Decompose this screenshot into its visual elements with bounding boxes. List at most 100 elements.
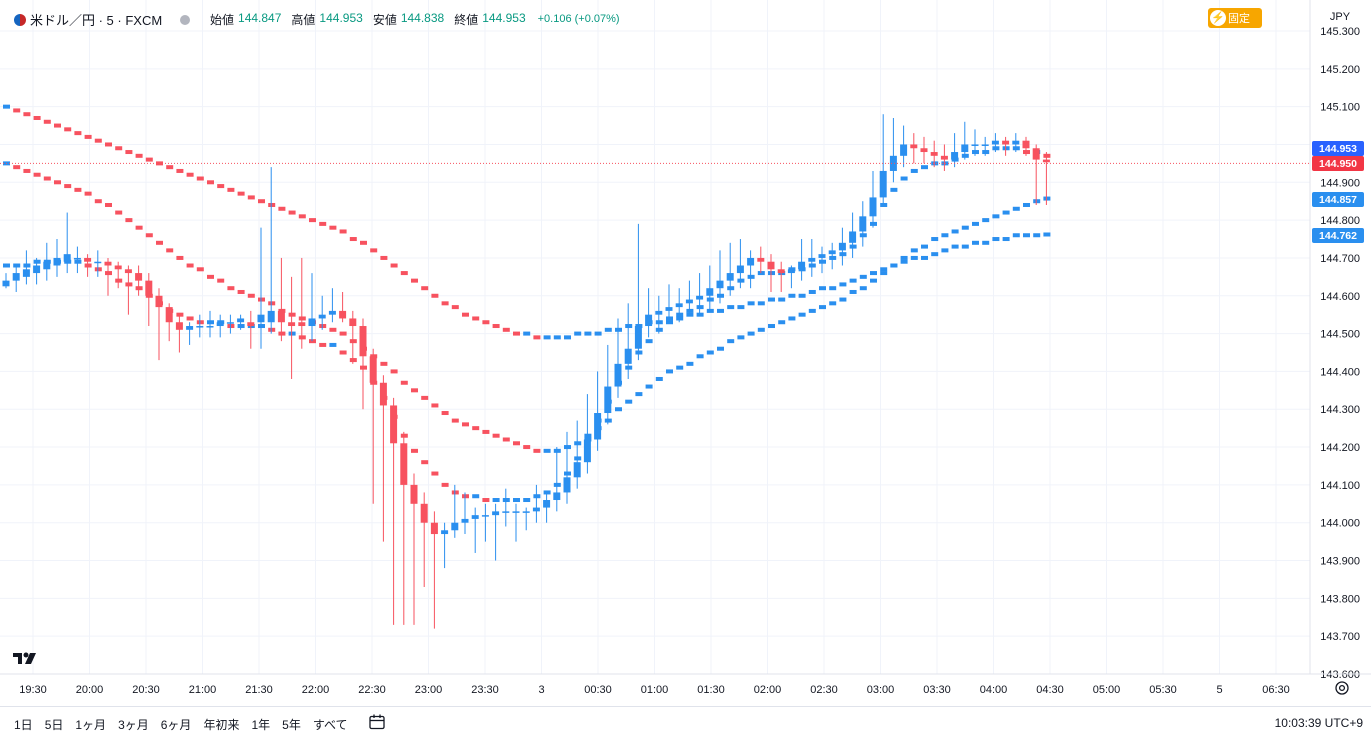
ema-medium-segment (502, 437, 510, 442)
candle-body (747, 257, 755, 266)
ema-slow-segment (931, 252, 939, 257)
ema-medium-segment (1002, 210, 1010, 215)
clock-timezone[interactable]: 10:03:39 UTC+9 (1274, 716, 1363, 730)
ema-fast-segment (910, 168, 918, 173)
ema-slow-segment (207, 180, 214, 185)
candle-body (461, 518, 469, 523)
ema-medium-segment (778, 320, 786, 325)
ema-slow-segment (227, 187, 235, 192)
ema-slow-segment (778, 297, 786, 302)
x-tick-label: 22:00 (302, 684, 330, 696)
ema-slow-segment (482, 320, 490, 325)
price-axis-tag-label: 144.953 (1319, 143, 1357, 155)
candle-body (22, 269, 30, 277)
ema-medium-segment (54, 180, 61, 185)
ema-medium-segment (788, 316, 796, 321)
currency-button[interactable]: JPY (1329, 11, 1351, 23)
calendar-icon[interactable] (368, 713, 386, 731)
ema-medium-segment (247, 293, 255, 298)
y-tick-label: 143.700 (1320, 631, 1360, 643)
y-tick-label: 144.200 (1320, 442, 1360, 454)
candle-body (502, 511, 510, 513)
ema-slow-segment (564, 335, 571, 340)
symbol-info[interactable]: 米ドル／円 · 5 · FXCM (14, 10, 191, 29)
ema-medium-segment (676, 365, 684, 370)
candle-body (63, 254, 71, 262)
ema-slow-segment (584, 331, 592, 336)
ema-medium-segment (839, 297, 847, 302)
ema-slow-segment (411, 278, 418, 283)
candle-body (441, 530, 449, 535)
price-chart[interactable]: 145.300145.200145.100145.000144.900144.8… (0, 0, 1371, 706)
candle-body (512, 511, 520, 513)
high-label: 高値 (291, 13, 316, 27)
candle-body (165, 307, 173, 323)
settings-gear-icon[interactable] (1334, 680, 1350, 696)
ema-slow-segment (574, 331, 582, 336)
ema-medium-segment (757, 327, 765, 332)
range-button[interactable]: 1日 (14, 718, 33, 732)
ema-fast-segment (431, 471, 439, 476)
ema-slow-segment (23, 112, 31, 117)
candle-body (604, 386, 612, 414)
ema-fast-segment (3, 263, 10, 268)
candle-body (247, 322, 255, 327)
ema-medium-segment (196, 267, 204, 272)
ema-slow-segment (145, 157, 153, 162)
ema-fast-segment (411, 448, 418, 453)
candle-body (73, 257, 81, 260)
range-button[interactable]: すべて (312, 718, 348, 732)
candle-body (94, 261, 102, 264)
candle-body (349, 318, 357, 327)
ema-medium-segment (64, 184, 72, 189)
candle-body (879, 170, 887, 198)
candle-body (583, 439, 591, 463)
candle-body (492, 511, 500, 516)
ema-slow-segment (462, 312, 469, 317)
low-value: 144.838 (400, 11, 445, 25)
range-button[interactable]: 1ヶ月 (75, 718, 107, 732)
ema-medium-segment (33, 172, 41, 177)
price-axis-tag-label: 144.857 (1319, 194, 1357, 206)
range-button[interactable]: 5年 (282, 718, 301, 732)
x-tick-label: 23:00 (415, 684, 443, 696)
ema-slow-segment (829, 286, 837, 291)
candle-body (849, 231, 857, 243)
candle-body (971, 144, 979, 146)
lock-button[interactable]: ⚡ 固定 (1208, 8, 1262, 28)
ema-slow-segment (176, 168, 184, 173)
range-button[interactable]: 1年 (251, 718, 271, 732)
candle-body (645, 314, 653, 327)
bottom-toolbar: 1日 5日 1ヶ月 3ヶ月 6ヶ月 年初来 1年 5年 すべて 10:03:39 UTC+9 (0, 706, 1371, 740)
ema-slow-segment (135, 153, 143, 158)
ema-fast-segment (492, 498, 500, 503)
candle-body (614, 363, 622, 387)
x-tick-label: 21:00 (189, 684, 217, 696)
tradingview-logo-icon[interactable] (12, 650, 42, 666)
ema-slow-segment (451, 305, 459, 310)
y-tick-label: 144.600 (1320, 291, 1360, 303)
ema-fast-segment (523, 498, 531, 503)
x-tick-label: 06:30 (1262, 684, 1290, 696)
range-button[interactable]: 3ヶ月 (118, 718, 149, 732)
ema-slow-segment (258, 199, 265, 204)
ema-medium-segment (931, 237, 939, 242)
range-button[interactable]: 年初来 (203, 718, 240, 732)
price-axis-tag (1312, 192, 1364, 207)
ema-slow-segment (921, 255, 928, 260)
candle-body (961, 144, 969, 153)
ema-medium-segment (696, 354, 704, 359)
ema-fast-segment (890, 187, 898, 192)
y-tick-label: 144.300 (1320, 404, 1360, 416)
candle-body (787, 269, 795, 274)
candle-body (33, 265, 41, 274)
ema-slow-segment (513, 331, 520, 336)
candle-body (706, 288, 714, 296)
range-button[interactable]: 5日 (44, 718, 64, 732)
ema-slow-segment (298, 214, 306, 219)
candle-body (1002, 140, 1010, 145)
candle-body (594, 413, 602, 440)
ema-slow-segment (533, 335, 541, 340)
range-button[interactable]: 6ヶ月 (160, 718, 192, 732)
ema-fast-segment (472, 494, 480, 499)
